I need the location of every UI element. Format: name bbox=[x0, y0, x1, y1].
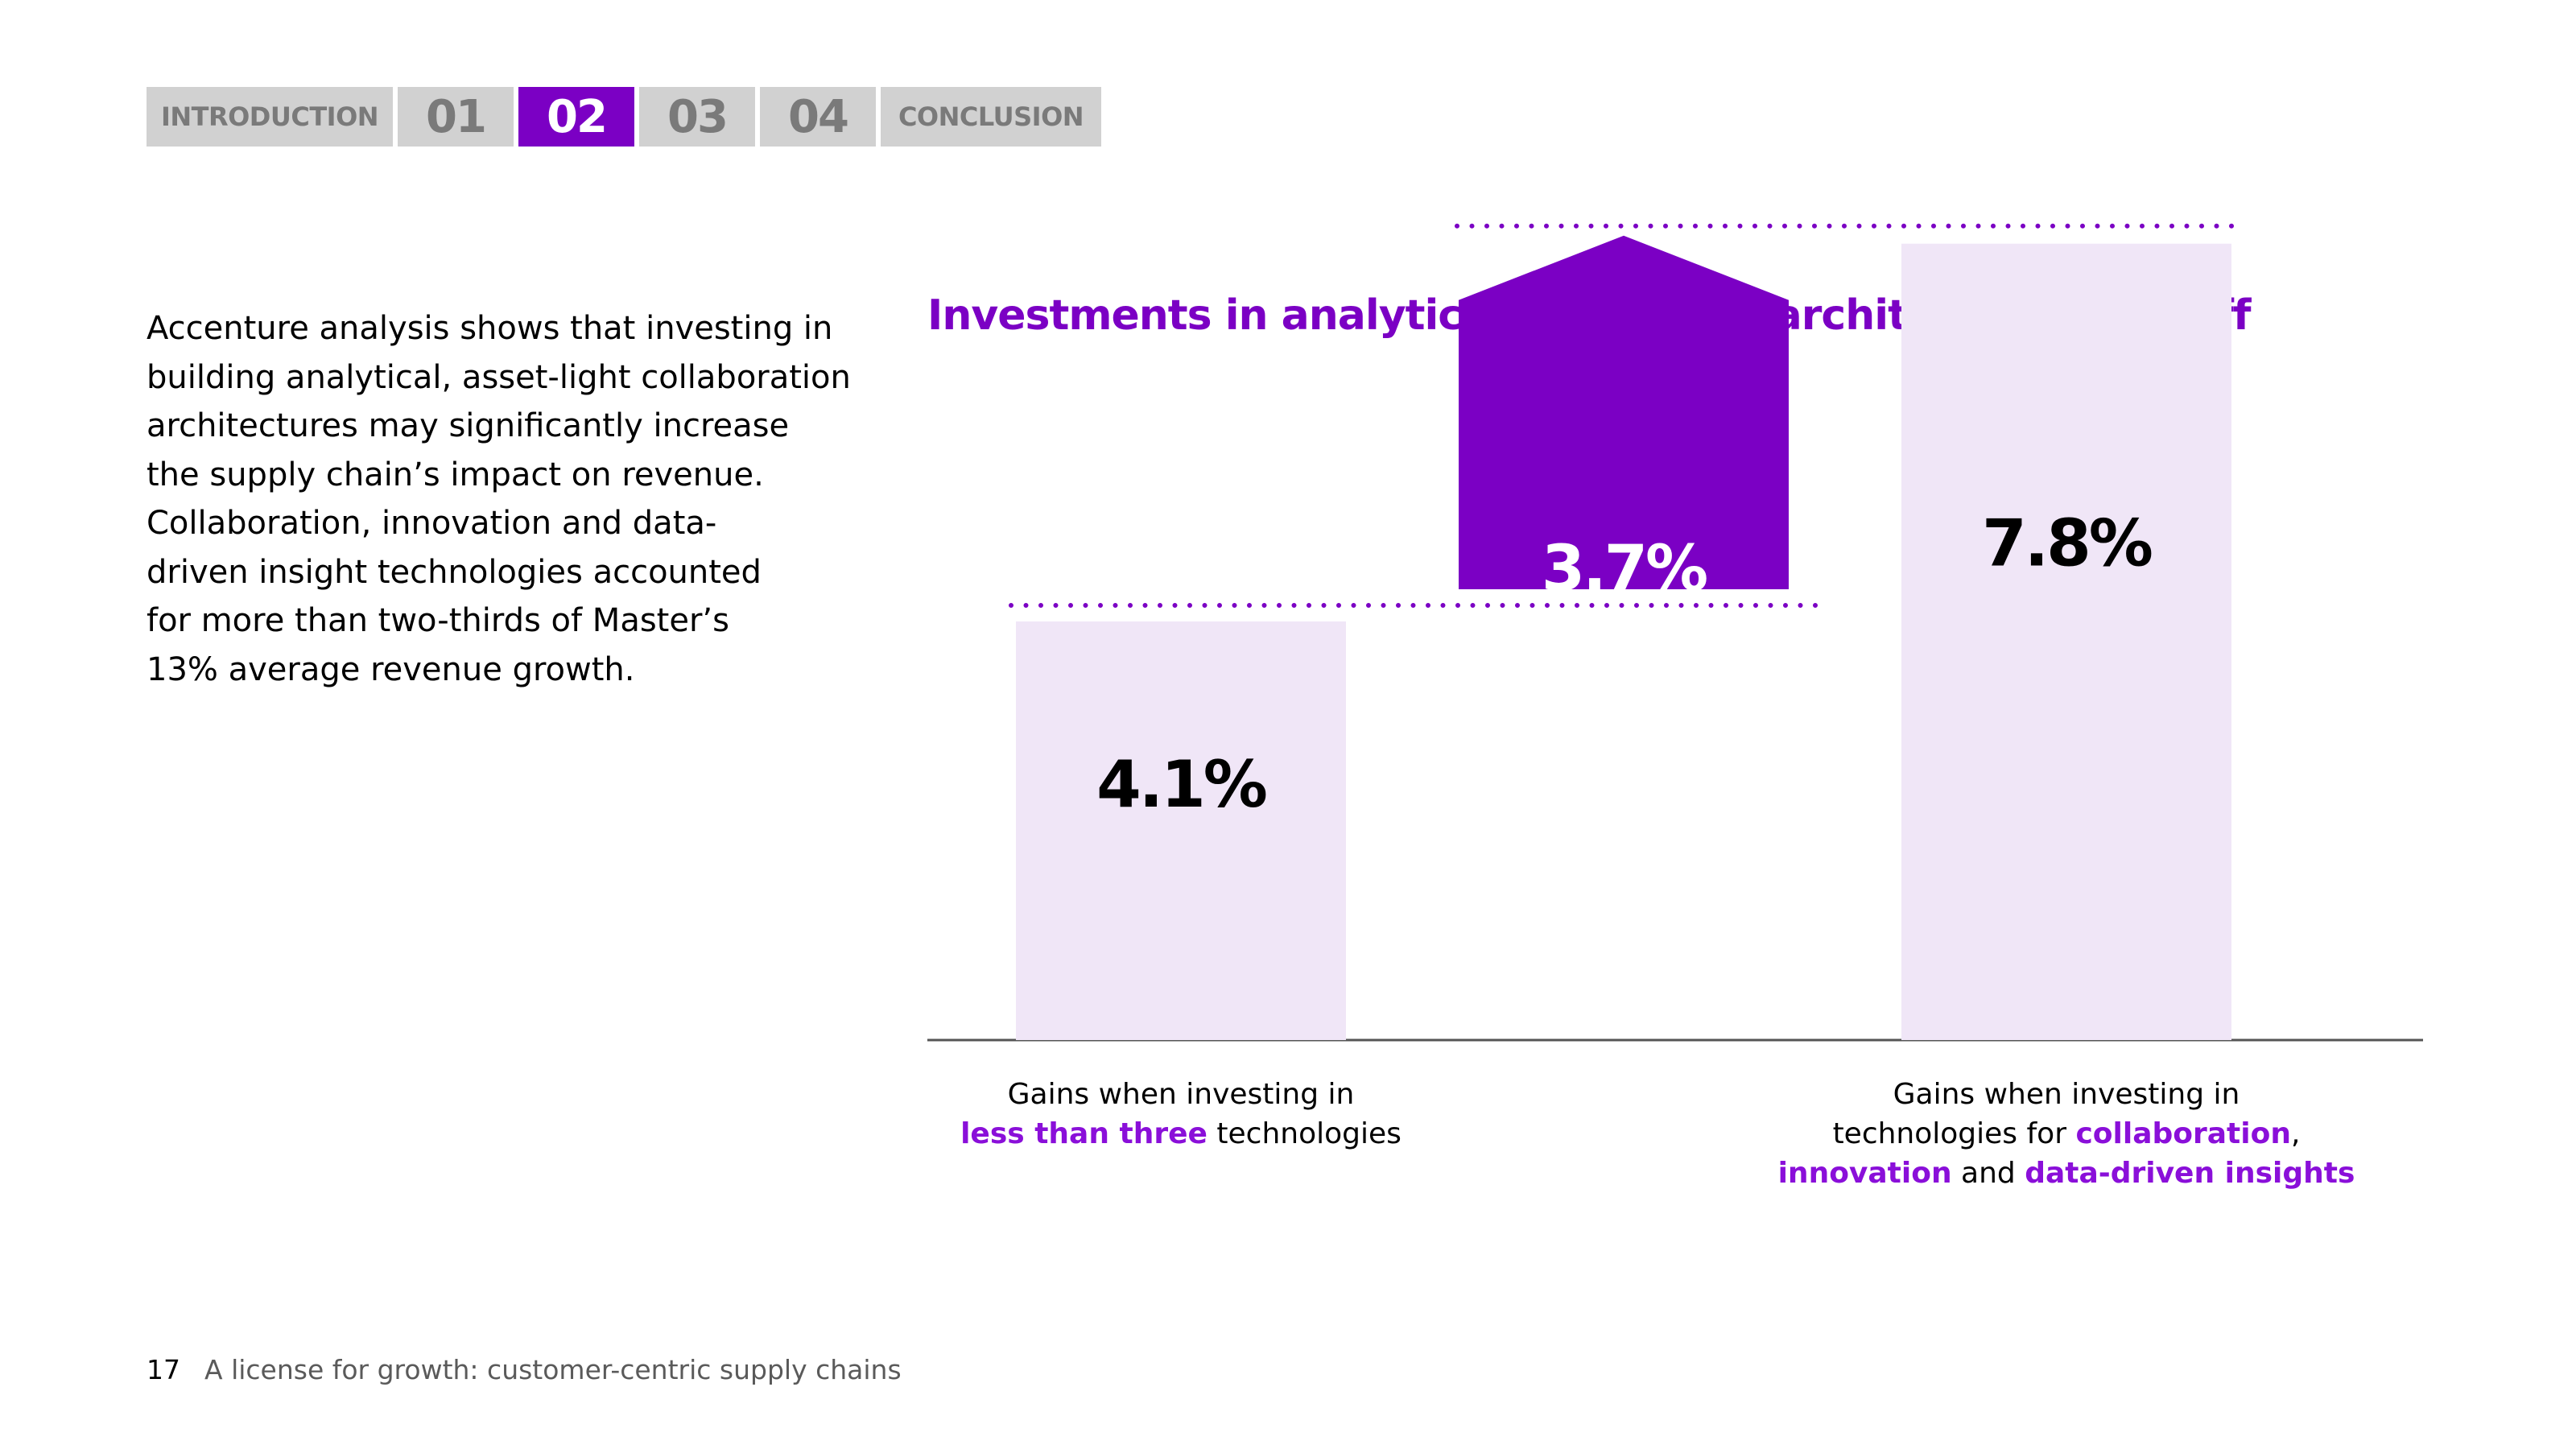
highlight-text: data-driven insights bbox=[2025, 1157, 2355, 1190]
highlight-text: collaboration bbox=[2075, 1117, 2291, 1150]
category-label-line: less than three technologies bbox=[939, 1114, 1422, 1154]
bar-collaboration-innovation-insights bbox=[1901, 243, 2231, 1041]
highlight-text: innovation bbox=[1777, 1157, 1952, 1190]
plain-text: , bbox=[2290, 1117, 2301, 1150]
plain-text: technologies for bbox=[1832, 1117, 2076, 1150]
document-title: A license for growth: customer-centric s… bbox=[204, 1354, 902, 1385]
intro-line: the supply chain’s impact on revenue. bbox=[147, 456, 764, 493]
tab-03[interactable]: 03 bbox=[639, 87, 755, 147]
bar-value-label: 7.8% bbox=[1982, 506, 2152, 581]
category-label-line: innovation and data-driven insights bbox=[1777, 1154, 2356, 1193]
tab-conclusion[interactable]: CONCLUSION bbox=[881, 87, 1101, 147]
category-label-line: Gains when investing in bbox=[1007, 1078, 1355, 1111]
tab-introduction[interactable]: INTRODUCTION bbox=[147, 87, 393, 147]
category-label-line: technologies for collaboration, bbox=[1777, 1114, 2356, 1154]
intro-line: Collaboration, innovation and data- bbox=[147, 505, 717, 542]
tab-02[interactable]: 02 bbox=[518, 87, 634, 147]
increment-value-label: 3.7% bbox=[1542, 533, 1707, 605]
footer: 17 A license for growth: customer-centric… bbox=[147, 1354, 902, 1385]
section-nav: INTRODUCTION 01 02 03 04 CONCLUSION bbox=[147, 87, 1101, 147]
intro-line: for more than two-thirds of Master’s bbox=[147, 602, 729, 639]
incremental-gain-arrow bbox=[1459, 235, 1789, 589]
plain-text: and bbox=[1951, 1157, 2025, 1190]
intro-line: driven insight technologies accounted bbox=[147, 553, 762, 591]
intro-line: architectures may significantly increase bbox=[147, 407, 790, 444]
bar-value-label: 4.1% bbox=[1096, 747, 1266, 822]
intro-line: Accenture analysis shows that investing … bbox=[147, 310, 833, 347]
highlight-text: less than three bbox=[960, 1117, 1208, 1150]
intro-paragraph: Accenture analysis shows that investing … bbox=[147, 304, 855, 694]
page-number: 17 bbox=[147, 1354, 180, 1385]
category-label-less-than-three: Gains when investing in less than three … bbox=[939, 1075, 1422, 1154]
increment-caption-label: incremental gains bbox=[1480, 604, 1769, 641]
category-label-line: Gains when investing in bbox=[1893, 1078, 2240, 1111]
chart-title: Investments in analytical asset-light ar… bbox=[927, 291, 2252, 340]
intro-line: building analytical, asset-light collabo… bbox=[147, 358, 851, 396]
category-label-collaboration: Gains when investing in technologies for… bbox=[1777, 1075, 2356, 1193]
plain-text: technologies bbox=[1207, 1117, 1402, 1150]
tab-04[interactable]: 04 bbox=[760, 87, 876, 147]
intro-line: 13% average revenue growth. bbox=[147, 650, 635, 688]
tab-01[interactable]: 01 bbox=[398, 87, 514, 147]
bar-less-than-three bbox=[1016, 621, 1346, 1040]
